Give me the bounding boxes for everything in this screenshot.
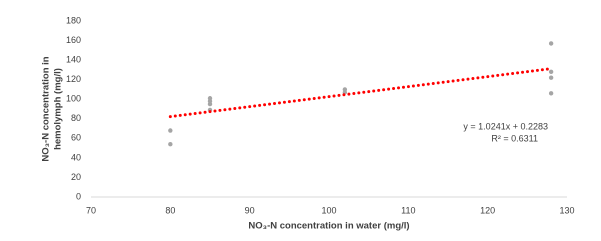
y-tick-label: 20 [71, 172, 81, 182]
point [548, 41, 554, 46]
trendline [168, 67, 553, 119]
point [168, 142, 173, 147]
x-tick-label: 90 [245, 205, 255, 215]
x-tick-label: 100 [321, 205, 336, 215]
y-tick-label: 120 [66, 74, 81, 84]
y-tick-label: 160 [66, 35, 81, 45]
x-tick-label: 70 [86, 205, 96, 215]
x-tick-label: 120 [480, 205, 495, 215]
x-tick-label: 110 [401, 205, 415, 215]
x-tick-label: 80 [165, 205, 175, 215]
trendline-r2: R² = 0.6311 [491, 133, 538, 143]
y-tick-label: 60 [71, 133, 81, 143]
y-axis-title: NO₃-N concentration in hemolymph (mg/l) [41, 56, 64, 161]
y-tick-label: 0 [76, 191, 81, 201]
y-tick-label: 140 [66, 54, 81, 64]
point [548, 75, 554, 80]
point [548, 91, 554, 96]
x-axis-title: NO₃-N concentration in water (mg/l) [248, 221, 409, 232]
point [207, 101, 213, 107]
y-tick-label: 100 [66, 94, 81, 104]
y-axis-title-line: hemolymph (mg/l) [53, 68, 64, 150]
point [168, 128, 173, 133]
point [548, 69, 554, 75]
y-axis-title-line: NO₃-N concentration in [41, 56, 52, 161]
y-tick-label: 40 [71, 152, 81, 162]
trendline-equation: y = 1.0241x + 0.2283 [463, 121, 548, 131]
y-tick-label: 180 [66, 15, 81, 25]
y-tick-label: 80 [71, 113, 81, 123]
x-tick-label: 130 [559, 205, 574, 215]
